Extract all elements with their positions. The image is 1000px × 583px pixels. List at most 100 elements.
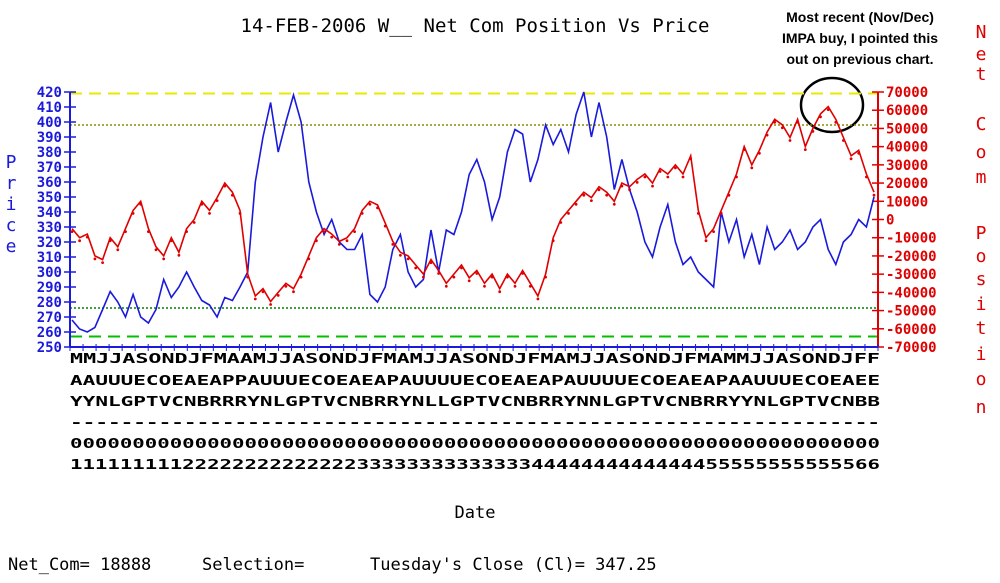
left-tick-label: 280 — [37, 295, 62, 311]
net-com-point — [437, 272, 440, 275]
left-tick-label: 320 — [37, 235, 62, 251]
right-tick-label: -30000 — [886, 267, 937, 283]
net-com-point — [666, 175, 670, 179]
right-axis-label-char: t — [976, 318, 987, 339]
net-com-point — [391, 243, 395, 246]
net-com-point — [750, 166, 754, 170]
net-com-point — [544, 275, 547, 279]
reference-lines — [70, 92, 878, 338]
net-com-point — [261, 290, 265, 294]
net-com-point — [200, 202, 204, 206]
net-com-point — [719, 212, 723, 215]
series-group — [70, 91, 876, 333]
left-tick-label: 270 — [37, 310, 62, 326]
net-com-point — [353, 230, 356, 234]
left-tick-label: 360 — [37, 175, 62, 191]
right-axis-label-char: s — [976, 269, 987, 290]
left-tick-label: 400 — [37, 115, 62, 131]
net-com-point — [93, 257, 97, 261]
left-tick-label: 290 — [37, 280, 62, 296]
net-com-point — [467, 279, 471, 283]
annotation-note: Most recent (Nov/Dec) IMPA buy, I pointe… — [782, 9, 938, 134]
net-com-point — [154, 248, 158, 252]
net-com-point — [360, 212, 364, 215]
annotation-line-3: out on previous chart. — [786, 51, 933, 67]
net-com-point — [758, 151, 761, 155]
right-axis-label-char: o — [976, 246, 987, 267]
net-com-point — [597, 188, 601, 192]
left-tick-label: 380 — [37, 145, 62, 161]
net-com-point — [765, 133, 769, 137]
right-tick-label: 30000 — [886, 158, 928, 174]
net-com-point — [399, 253, 402, 257]
net-com-point — [192, 221, 196, 224]
net-com-point — [582, 193, 586, 197]
date-row-2: AAUUUECOEAEAPPAUUUECOEAEAPAUUUUECOEAEAPA… — [70, 373, 880, 389]
net-com-point — [238, 212, 242, 215]
net-com-point — [452, 275, 456, 279]
net-com-point — [796, 120, 799, 124]
net-com-point — [78, 239, 81, 243]
date-labels: MMJJASONDJFMAAMJJASONDJFMAMJJASONDJFMAMJ… — [70, 351, 880, 473]
left-axis-label: Price — [6, 152, 17, 257]
right-tick-label: -70000 — [886, 340, 937, 356]
right-axis-label-char: e — [976, 44, 987, 65]
net-com-point — [406, 257, 410, 261]
right-tick-label: -40000 — [886, 285, 937, 301]
annotation-line-2: IMPA buy, I pointed this — [782, 30, 938, 46]
left-axis-label-char: P — [6, 152, 17, 173]
net-com-point — [857, 151, 861, 155]
net-com-point — [483, 284, 486, 288]
right-tick-label: -60000 — [886, 322, 937, 338]
net-com-point — [70, 230, 74, 234]
net-com-point — [780, 126, 784, 130]
net-com-point — [811, 130, 815, 133]
net-com-point — [651, 184, 654, 188]
net-com-point — [834, 120, 838, 124]
net-com-point — [513, 284, 517, 288]
net-com-point — [521, 272, 524, 275]
net-com-point — [292, 290, 295, 294]
date-row-1: MMJJASONDJFMAAMJJASONDJFMAMJJASONDJFMAMJ… — [70, 351, 880, 367]
status-close: Tuesday's Close (Cl)= 347.25 — [370, 555, 657, 575]
net-com-point — [101, 261, 104, 264]
net-com-point — [284, 284, 288, 288]
net-com-point — [444, 284, 448, 288]
net-com-point — [139, 202, 143, 206]
net-com-point — [849, 157, 853, 161]
net-com-point — [842, 139, 845, 142]
net-com-point — [422, 275, 425, 279]
net-com-point — [567, 212, 570, 215]
net-com-point — [696, 212, 700, 215]
right-axis-label-char: o — [976, 369, 987, 390]
annotation-line-1: Most recent (Nov/Dec) — [786, 9, 934, 25]
net-com-point — [124, 230, 127, 234]
right-tick-label: -20000 — [886, 249, 937, 265]
net-com-point — [658, 170, 662, 173]
net-com-point — [865, 175, 868, 179]
net-com-point — [315, 239, 318, 243]
net-com-point — [528, 284, 532, 288]
net-com-point — [269, 303, 272, 306]
net-com-point — [307, 257, 311, 261]
right-axis-label-char: t — [976, 64, 987, 85]
net-com-point — [85, 235, 89, 239]
net-com-point — [559, 221, 563, 224]
left-axis-label-char: e — [6, 236, 17, 257]
net-com-point — [414, 266, 418, 270]
right-tick-label: 10000 — [886, 194, 928, 210]
net-com-point — [712, 230, 715, 234]
net-com-point — [131, 212, 135, 215]
left-tick-label: 370 — [37, 160, 62, 176]
net-com-point — [742, 148, 746, 152]
left-tick-label: 330 — [37, 220, 62, 236]
date-row-6: 1111111112222222222222233333333333333444… — [70, 457, 880, 473]
net-com-point — [727, 193, 731, 197]
left-tick-label: 260 — [37, 325, 62, 341]
right-axis: 70000 60000 50000 40000 30000 20000 10000 0 -100… — [872, 85, 937, 356]
right-tick-label: 60000 — [886, 103, 928, 119]
net-com-point — [231, 193, 234, 197]
left-tick-label: 300 — [37, 265, 62, 281]
